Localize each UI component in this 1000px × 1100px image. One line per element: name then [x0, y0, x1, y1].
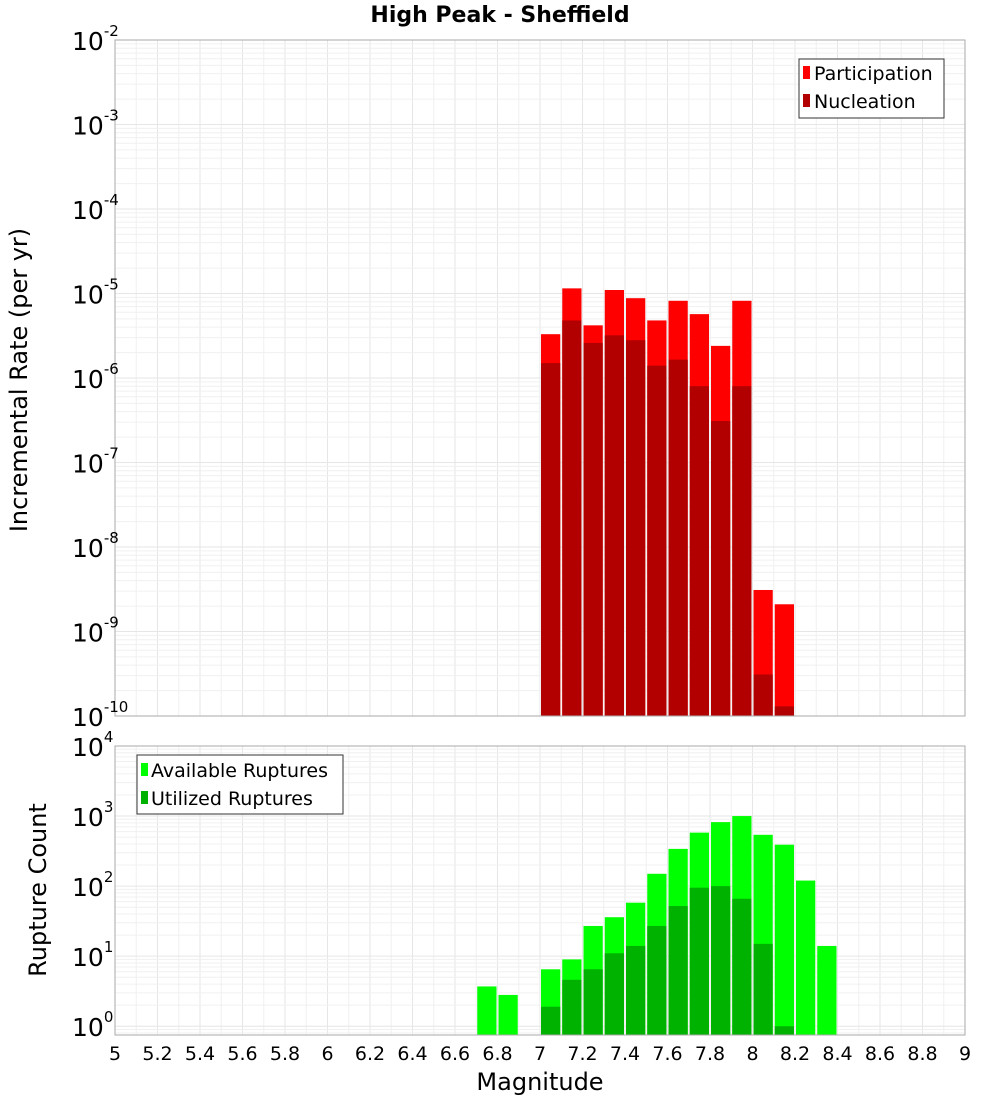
count-utilized-ruptures-bar [541, 1006, 561, 1035]
count-utilized-ruptures-bar [753, 943, 773, 1035]
rate-y-tick-label: 10-2 [72, 22, 119, 56]
count-y-tick-label: 101 [72, 938, 113, 972]
x-tick-label: 8.6 [865, 1043, 895, 1065]
nucleation-legend-swatch [803, 94, 810, 107]
rate-plot-border [114, 39, 966, 717]
count-utilized-ruptures-bar [711, 886, 731, 1035]
x-tick-label: 5.2 [142, 1043, 172, 1065]
rate-y-tick-label: 10-9 [72, 614, 119, 648]
rate-nucleation-bar [711, 420, 731, 716]
rate-nucleation-bar [562, 320, 582, 716]
rate-nucleation-bar [732, 386, 752, 716]
x-tick-label: 6.8 [482, 1043, 512, 1065]
count-available-ruptures-bar [817, 945, 837, 1035]
available-ruptures-legend-swatch [141, 763, 148, 776]
rate-y-tick-label: 10-4 [72, 191, 119, 225]
rate-y-tick-label: 10-7 [72, 445, 119, 479]
count-available-ruptures-bar [774, 844, 794, 1035]
count-utilized-ruptures-bar [562, 979, 582, 1035]
rate-participation-bar [774, 604, 794, 716]
x-tick-label: 7.8 [695, 1043, 725, 1065]
nucleation-legend-label: Nucleation [814, 91, 916, 113]
rate-y-axis-label: Incremental Rate (per yr) [5, 228, 33, 532]
count-y-tick-label: 100 [72, 1008, 113, 1042]
x-tick-label: 7 [534, 1043, 546, 1065]
rate-grid [114, 39, 966, 717]
x-tick-label: 8.4 [822, 1043, 852, 1065]
rate-legend: Participation Nucleation [798, 58, 945, 119]
x-tick-label: 6.2 [355, 1043, 385, 1065]
rate-panel: 10-2 10-3 10-4 10-5 10-6 10-7 10-8 10-9 10-10 In… [5, 22, 966, 732]
count-y-axis-label: Rupture Count [24, 803, 52, 977]
x-tick-label: 8 [746, 1043, 758, 1065]
rate-y-tick-label: 10-5 [72, 276, 119, 310]
rate-nucleation-bar [689, 386, 709, 716]
count-y-tick-label: 102 [72, 868, 113, 902]
count-utilized-ruptures-bar [604, 953, 624, 1035]
x-tick-label: 7.6 [652, 1043, 682, 1065]
x-tick-label: 8.8 [907, 1043, 937, 1065]
x-axis-ticks: 5 5.2 5.4 5.6 5.8 6 6.2 6.4 6.6 6.8 7 7.2 7.4 7.6 7.8 8… [109, 1043, 971, 1065]
count-available-ruptures-bar [498, 994, 518, 1035]
count-plot-border [114, 745, 966, 1036]
rate-nucleation-bar [647, 365, 667, 716]
x-axis-label: Magnitude [476, 1068, 603, 1096]
x-tick-label: 6.6 [440, 1043, 470, 1065]
rate-y-tick-label: 10-8 [72, 529, 119, 563]
participation-legend-label: Participation [814, 63, 933, 85]
rate-y-tick-label: 10-3 [72, 107, 119, 141]
rate-nucleation-bar [774, 706, 794, 716]
x-tick-label: 6.4 [397, 1043, 427, 1065]
count-y-tick-label: 103 [72, 798, 113, 832]
rate-y-tick-label: 10-10 [72, 698, 128, 732]
count-utilized-ruptures-bar [689, 887, 709, 1035]
count-bars [477, 816, 837, 1035]
utilized-ruptures-legend-swatch [141, 791, 148, 804]
count-utilized-ruptures-bar [626, 945, 646, 1035]
count-utilized-ruptures-bar [647, 925, 667, 1035]
x-tick-label: 7.4 [610, 1043, 640, 1065]
chart-title: High Peak - Sheffield [370, 3, 629, 28]
utilized-ruptures-legend-label: Utilized Ruptures [151, 788, 313, 810]
count-legend: Available Ruptures Utilized Ruptures [136, 754, 344, 815]
count-legend-box [136, 754, 344, 815]
count-utilized-ruptures-bar [774, 1026, 794, 1035]
count-utilized-ruptures-bar [668, 906, 688, 1035]
x-tick-label: 9 [959, 1043, 971, 1065]
rate-legend-box [798, 58, 945, 119]
rate-y-tick-label: 10-6 [72, 360, 119, 394]
rate-nucleation-bar [541, 363, 561, 716]
count-panel: 104 103 102 101 100 Rupture Count Available … [24, 728, 966, 1042]
count-y-tick-label: 104 [72, 728, 113, 762]
x-tick-label: 8.2 [780, 1043, 810, 1065]
rate-bars [541, 288, 794, 716]
count-y-ticks: 104 103 102 101 100 [72, 728, 113, 1042]
count-available-ruptures-bar [796, 880, 816, 1035]
rate-nucleation-bar [626, 340, 646, 716]
rate-nucleation-bar [604, 335, 624, 716]
rate-y-ticks: 10-2 10-3 10-4 10-5 10-6 10-7 10-8 10-9 10-10 [72, 22, 128, 732]
x-tick-label: 5.4 [185, 1043, 215, 1065]
x-tick-label: 5 [109, 1043, 121, 1065]
rate-nucleation-bar [583, 342, 603, 716]
rate-nucleation-bar [668, 359, 688, 716]
count-utilized-ruptures-bar [732, 898, 752, 1035]
count-available-ruptures-bar [477, 986, 497, 1035]
count-utilized-ruptures-bar [583, 969, 603, 1035]
participation-legend-swatch [803, 66, 810, 79]
x-tick-label: 6 [321, 1043, 333, 1065]
x-tick-label: 5.8 [270, 1043, 300, 1065]
x-tick-label: 5.6 [227, 1043, 257, 1065]
x-tick-label: 7.2 [567, 1043, 597, 1065]
available-ruptures-legend-label: Available Ruptures [151, 760, 328, 782]
rate-nucleation-bar [753, 674, 773, 716]
